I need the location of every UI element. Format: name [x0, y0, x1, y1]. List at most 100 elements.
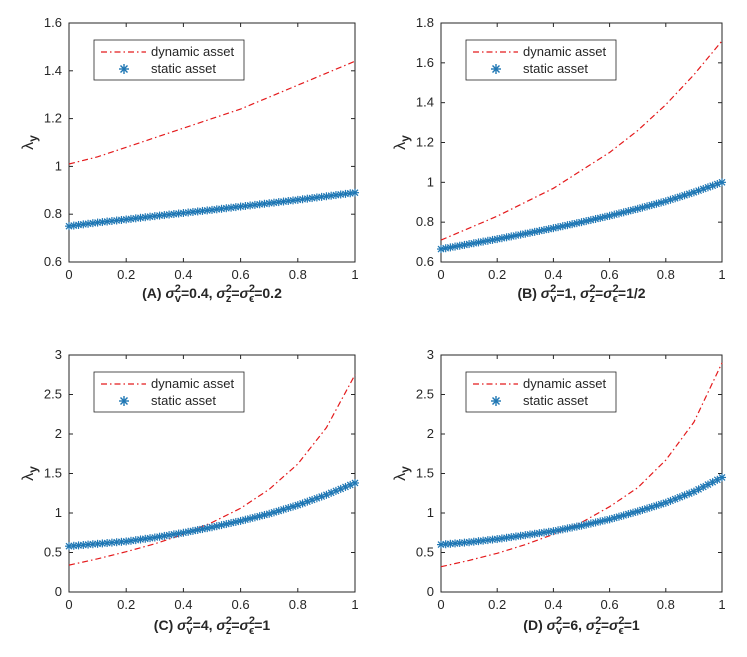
static-asset-marker [351, 188, 359, 197]
asterisk-stroke [554, 223, 562, 231]
panel-caption: (A) σ2 v=0.4, σ2 z=σ2 ϵ=0.2 [142, 283, 282, 305]
asterisk-stroke [120, 397, 128, 405]
asterisk-stroke [578, 522, 585, 530]
asterisk-stroke [170, 210, 178, 218]
asterisk-stroke [89, 219, 97, 227]
y-tick-label: 3 [55, 347, 62, 362]
static-asset-marker [605, 211, 614, 220]
y-axis-label-sub: y [398, 135, 412, 142]
static-asset-marker [572, 219, 581, 228]
asterisk-stroke [351, 189, 359, 197]
asterisk-stroke [84, 541, 92, 549]
caption-sub: ϵ [249, 625, 254, 637]
static-asset-marker [451, 242, 460, 251]
asterisk-stroke [456, 539, 464, 547]
caption-sigma-v: σ [177, 617, 187, 633]
y-tick-label: 0 [427, 584, 434, 599]
panel-b: 0 0.2 0.4 0.6 0.8 1 0.6 0.8 1 1.2 1.4 1.6 1.8 λy dynam… [392, 15, 726, 305]
y-tick-label: 1.5 [44, 466, 62, 481]
caption-equals: = [231, 285, 239, 301]
asterisk-stroke [98, 218, 106, 226]
asterisk-stroke [65, 542, 73, 550]
panel-a: 0 0.2 0.4 0.6 0.8 1 0.6 0.8 1 1.2 1.4 1.6 λy dynamic … [20, 15, 359, 305]
static-asset-marker [255, 512, 264, 521]
asterisk-stroke [643, 202, 651, 210]
asterisk-stroke [118, 538, 125, 546]
asterisk-stroke [460, 539, 468, 547]
legend-static-label: static asset [523, 393, 588, 408]
asterisk-stroke [122, 538, 130, 545]
x-tick-label: 0 [437, 267, 444, 282]
asterisk-stroke [503, 534, 510, 542]
y-tick-label: 1 [55, 505, 62, 520]
asterisk-stroke [638, 204, 646, 211]
asterisk-stroke [596, 518, 604, 525]
asterisk-stroke [232, 518, 240, 526]
asterisk-stroke [294, 196, 302, 204]
asterisk-stroke [203, 524, 211, 532]
caption-value: =0.2 [254, 285, 282, 301]
asterisk-stroke [492, 397, 500, 405]
asterisk-stroke [184, 209, 192, 216]
caption-value: =1 [624, 617, 640, 633]
asterisk-stroke [165, 531, 173, 539]
y-tick-label: 1.6 [416, 55, 434, 70]
asterisk-stroke [517, 532, 525, 540]
caption-sup: 2 [186, 615, 192, 627]
series-static-asset [65, 478, 359, 551]
asterisk-stroke [517, 231, 525, 239]
asterisk-stroke [592, 215, 599, 223]
caption-sub: ϵ [249, 293, 254, 305]
asterisk-stroke [592, 519, 599, 526]
panel-caption: (C) σ2 v=4, σ2 z=σ2 ϵ=1 [154, 615, 271, 637]
asterisk-stroke [587, 520, 595, 527]
x-tick-label: 1 [718, 597, 725, 612]
legend-static-label: static asset [523, 61, 588, 76]
y-tick-label: 1 [55, 158, 62, 173]
asterisk-stroke [94, 219, 102, 226]
asterisk-stroke [241, 516, 249, 524]
asterisk-stroke [596, 214, 604, 222]
asterisk-stroke [442, 244, 450, 252]
caption-sub: ϵ [618, 625, 623, 637]
asterisk-stroke [559, 222, 567, 230]
y-tick-label: 0 [55, 584, 62, 599]
asterisk-stroke [227, 519, 235, 527]
asterisk-stroke [446, 243, 454, 251]
caption-sigma-v: σ [547, 617, 557, 633]
asterisk-stroke [559, 525, 567, 533]
caption-prefix: (C) [154, 617, 177, 633]
asterisk-stroke [526, 531, 534, 538]
y-axis-label-main: λ [20, 142, 37, 150]
caption-sigma-z: σ [580, 285, 590, 301]
asterisk-stroke [261, 511, 268, 519]
asterisk-stroke [246, 515, 254, 522]
asterisk-stroke [475, 537, 482, 545]
asterisk-stroke [456, 242, 464, 250]
y-tick-label: 0.8 [416, 214, 434, 229]
y-axis-label-main: λ [392, 473, 409, 481]
asterisk-stroke [564, 524, 571, 532]
asterisk-stroke [237, 517, 245, 525]
asterisk-stroke [498, 234, 506, 242]
asterisk-stroke [132, 214, 140, 222]
asterisk-stroke [184, 528, 192, 536]
asterisk-stroke [284, 197, 292, 205]
asterisk-stroke [179, 529, 187, 537]
y-tick-label: 1 [427, 174, 434, 189]
asterisk-stroke [108, 539, 116, 547]
asterisk-stroke [141, 213, 149, 221]
legend-box [93, 39, 245, 81]
asterisk-stroke [535, 529, 543, 537]
legend-box [93, 371, 245, 413]
static-asset-marker [568, 523, 577, 532]
asterisk-stroke [146, 534, 154, 542]
panel-d: 0 0.2 0.4 0.6 0.8 1 0 0.5 1 1.5 2 2.5 3 λy dynamic ass… [392, 347, 726, 637]
asterisk-stroke [624, 207, 632, 215]
asterisk-stroke [218, 521, 225, 529]
x-tick-label: 1 [718, 267, 725, 282]
y-tick-label: 0.5 [416, 545, 434, 560]
asterisk-stroke [512, 533, 520, 540]
asterisk-stroke [629, 206, 637, 214]
asterisk-stroke [251, 513, 259, 521]
